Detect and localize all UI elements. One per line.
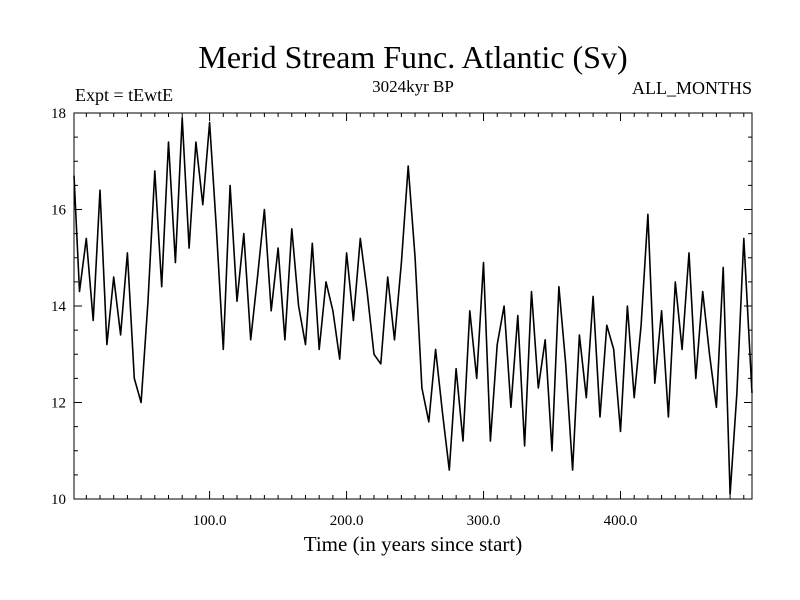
y-tick-label: 18	[51, 106, 66, 122]
x-tick-label: 100.0	[193, 513, 227, 529]
x-tick-label: 300.0	[467, 513, 501, 529]
chart-title: Merid Stream Func. Atlantic (Sv)	[198, 39, 627, 75]
experiment-label: Expt = tEwtE	[75, 85, 173, 105]
plot-frame	[73, 112, 753, 500]
period-label: ALL_MONTHS	[632, 78, 752, 98]
y-tick-label: 16	[51, 203, 67, 219]
y-tick-label: 10	[51, 492, 66, 508]
plot-area: 100.0 200.0 300.0 400.0 10 12 14 16 18	[51, 106, 753, 529]
chart-subtitle: 3024kyr BP	[372, 77, 454, 96]
series-line-0	[73, 117, 753, 496]
y-tick-label: 12	[51, 396, 66, 412]
x-axis-label: Time (in years since start)	[304, 532, 523, 556]
x-tick-label: 400.0	[604, 513, 638, 529]
x-tick-label: 200.0	[330, 513, 364, 529]
y-tick-label: 14	[51, 299, 67, 315]
